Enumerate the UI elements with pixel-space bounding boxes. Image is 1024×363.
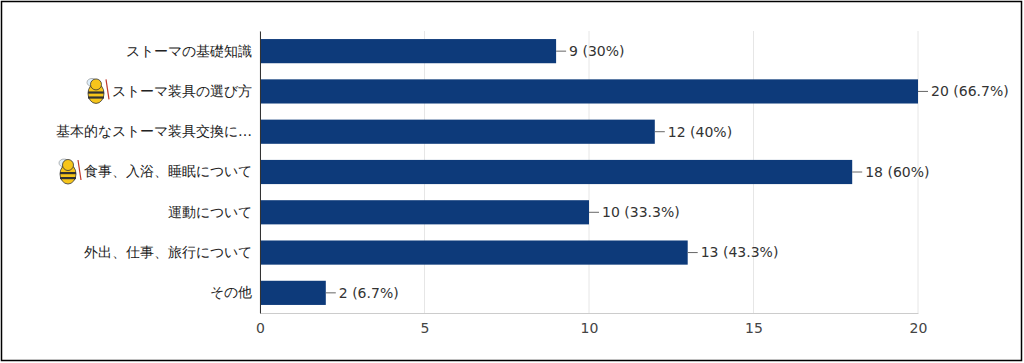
x-tick: 20 [910,313,928,336]
bee-pointer [78,160,81,180]
x-tick: 10 [581,313,599,336]
data-label: 2 (6.7%) [339,285,399,301]
data-label-leader [589,212,599,213]
y-tick-label: 外出、仕事、旅行について [84,244,252,260]
bar [260,281,326,305]
data-label-leader [918,91,928,92]
data-label-leader [655,131,665,132]
bar [260,200,589,224]
y-tick: 食事、入浴、睡眠について [84,163,260,179]
data-label: 12 (40%) [668,124,732,140]
bee-icon [59,159,81,184]
data-label-leader [852,172,862,173]
bar [260,240,688,264]
y-tick: ストーマ装具の選び方 [112,83,260,99]
y-tick: 運動について [168,204,260,220]
data-label: 13 (43.3%) [701,244,779,260]
grid [260,31,918,313]
y-tick: 外出、仕事、旅行について [84,244,260,260]
bee-stripe [88,96,104,98]
x-tick-label: 20 [910,320,928,336]
bar [260,39,556,63]
grid-line [260,31,261,313]
data-label-leader [326,292,336,293]
frame [2,2,1022,361]
y-axis: ストーマの基礎知識ストーマ装具の選び方基本的なストーマ装具交換に… 食事、入浴、睡… [56,32,261,314]
y-tick-label: 基本的なストーマ装具交換に… [56,123,252,139]
x-tick: 15 [745,313,763,336]
chart: 0 5 10 15 20 ストーマの基礎知識ストーマ装具の選び方基本的なストーマ装具交換に… [0,0,1024,363]
y-tick-label: ストーマの基礎知識 [126,43,252,59]
bee-stripe [60,172,76,174]
bee-head [91,79,102,90]
bar [260,160,852,184]
y-tick: ストーマの基礎知識 [126,43,260,59]
y-tick-label: 食事、入浴、睡眠について [84,163,252,179]
data-label: 20 (66.7%) [931,83,1009,99]
data-label: 18 (60%) [865,164,929,180]
y-tick-label: その他 [210,284,252,300]
y-tick-label: 運動について [168,204,252,220]
bee-head [63,160,74,171]
x-tick-label: 0 [256,320,265,336]
y-tick: その他 [210,284,260,300]
bars [260,39,918,305]
x-tick-label: 5 [421,320,430,336]
x-axis-line [261,313,919,314]
bar [260,120,655,144]
data-label: 9 (30%) [569,43,624,59]
x-tick-label: 15 [745,320,763,336]
x-axis: 0 5 10 15 20 [256,313,927,336]
data-labels: 9 (30%) 20 (66.7%) 12 (40%) 18 (60%) 10 (33.… [326,43,1009,301]
bar [260,79,918,103]
data-label-leader [556,51,566,52]
data-label: 10 (33.3%) [602,204,680,220]
y-tick-label: ストーマ装具の選び方 [112,83,252,99]
x-tick-label: 10 [581,320,599,336]
bee-stripe [60,177,76,179]
x-tick: 0 [256,313,265,336]
data-label-leader [688,252,698,253]
bee-icon [87,78,109,103]
y-axis-line [260,32,261,314]
bee-stripe [88,91,104,93]
x-tick: 5 [421,313,430,336]
bee-pointer [106,79,109,99]
y-tick: 基本的なストーマ装具交換に… [56,123,260,139]
